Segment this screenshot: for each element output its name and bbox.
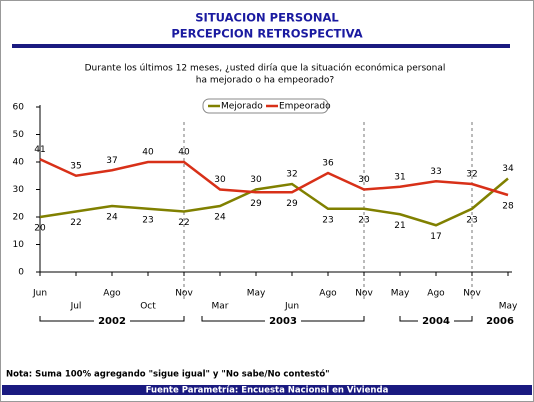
value-label: 40 [178, 148, 190, 158]
y-tick-label: 40 [13, 158, 25, 168]
x-tick-label: Oct [140, 302, 156, 312]
value-label: 21 [394, 221, 405, 231]
x-tick-label: Jun [284, 302, 299, 312]
source: Fuente Parametría: Encuesta Nacional en … [146, 386, 389, 396]
footer-bar [2, 385, 532, 395]
chart-subtitle: PERCEPCION RETROSPECTIVA [171, 27, 362, 41]
question: ha mejorado o ha empeorado? [196, 76, 335, 86]
value-label: 23 [322, 215, 333, 225]
series-line [39, 177, 509, 227]
y-tick-label: 60 [13, 103, 25, 113]
x-tick-label: May [391, 289, 410, 299]
value-label: 22 [70, 218, 81, 228]
question: Durante los últimos 12 meses, ¿usted dir… [85, 63, 446, 74]
value-label: 34 [502, 164, 514, 174]
value-label: 20 [34, 224, 46, 234]
year-label: 2003 [269, 316, 297, 327]
chart-title: SITUACION PERSONAL [195, 11, 339, 25]
value-label: 23 [142, 215, 153, 225]
value-label: 23 [358, 215, 369, 225]
value-label: 33 [430, 167, 441, 177]
legend [202, 98, 329, 114]
year-label: 2002 [98, 316, 126, 327]
value-label: 30 [358, 175, 370, 185]
value-label: 24 [106, 213, 118, 223]
value-label: 32 [466, 170, 477, 180]
legend-label: Empeorado [279, 102, 331, 112]
value-label: 22 [178, 218, 189, 228]
value-label: 29 [286, 199, 298, 209]
value-label: 32 [286, 170, 297, 180]
year-bracket [399, 316, 473, 322]
value-label: 30 [250, 175, 262, 185]
value-label: 40 [142, 148, 154, 158]
series-line [39, 158, 509, 197]
x-tick-label: Ago [103, 289, 121, 299]
x-tick-label: Ago [319, 289, 337, 299]
title-rule [12, 44, 510, 48]
y-tick-label: 50 [13, 130, 25, 140]
note: Nota: Suma 100% agregando "sigue igual" … [6, 369, 330, 380]
value-label: 35 [70, 161, 81, 171]
y-tick-label: 30 [13, 185, 25, 195]
year-bracket [39, 316, 185, 322]
value-label: 24 [214, 213, 226, 223]
year-label: 2006 [486, 316, 514, 327]
x-tick-label: Nov [463, 289, 481, 299]
value-label: 30 [214, 175, 226, 185]
x-tick-label: May [499, 302, 518, 312]
y-tick-label: 10 [13, 240, 25, 250]
x-tick-label: Jun [32, 289, 47, 299]
x-tick-label: Nov [175, 289, 193, 299]
value-label: 28 [502, 202, 514, 212]
value-label: 37 [106, 156, 117, 166]
value-label: 41 [34, 145, 45, 155]
value-label: 36 [322, 159, 334, 169]
value-label: 29 [250, 199, 262, 209]
x-tick-label: May [247, 289, 266, 299]
legend-label: Mejorado [221, 102, 263, 112]
y-tick-label: 20 [13, 213, 25, 223]
x-tick-label: Ago [427, 289, 445, 299]
x-tick-label: Nov [355, 289, 373, 299]
year-label: 2004 [422, 316, 450, 327]
x-tick-label: Mar [212, 302, 229, 312]
value-label: 31 [394, 172, 405, 182]
y-tick-label: 0 [18, 268, 24, 278]
x-tick-label: Jul [70, 302, 82, 312]
value-label: 23 [466, 215, 477, 225]
value-label: 17 [430, 232, 441, 242]
year-bracket [201, 316, 365, 322]
